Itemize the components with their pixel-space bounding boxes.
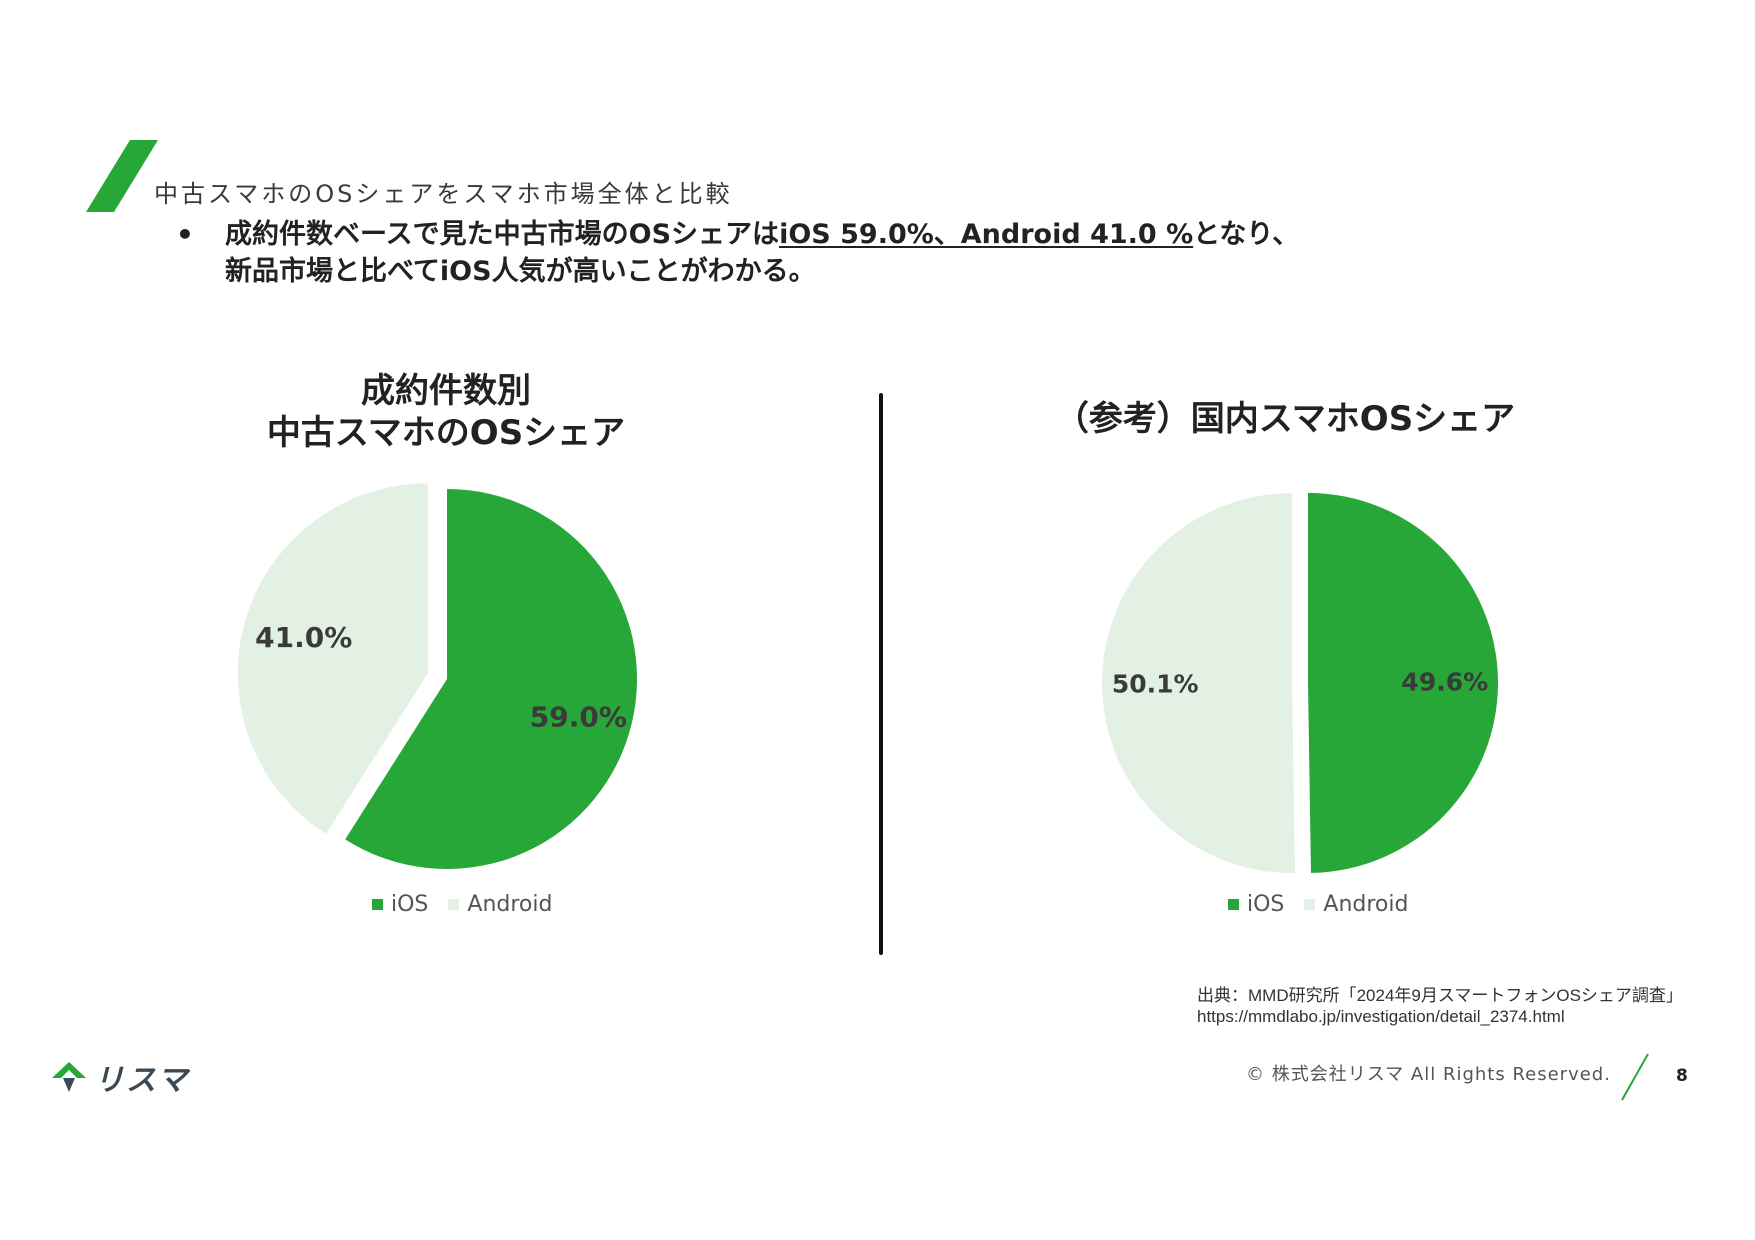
slide-heading: 中古スマホのOSシェアをスマホ市場全体と比較 [154,180,733,208]
summary-text: 成約件数ベースで見た中古市場のOSシェアはiOS 59.0%、Android 4… [225,216,1299,290]
summary-line-1: 成約件数ベースで見た中古市場のOSシェアはiOS 59.0%、Android 4… [225,216,1299,253]
source-url[interactable]: https://mmdlabo.jp/investigation/detail_… [1197,1007,1565,1026]
page-number-slash [1621,1053,1649,1101]
summary-line-1-end: となり、 [1193,219,1300,250]
pie-slice-android [1102,493,1295,874]
data-label-android: 50.1% [1112,670,1199,699]
bullet-marker: • [176,218,194,251]
left-chart-title-line-1: 成約件数別 [361,371,531,411]
left-pie-chart: 59.0% 41.0% [237,483,637,869]
legend-item-ios: iOS [372,892,428,917]
legend-swatch-ios [372,899,383,910]
legend-label-android: Android [1323,892,1409,917]
right-pie-chart: 49.6% 50.1% [1102,492,1498,874]
company-logo: リスマ [50,1055,189,1099]
pie-slice-ios [345,489,637,869]
legend-item-android: Android [1304,892,1408,917]
legend-swatch-android [1304,899,1316,910]
summary-line-1-start: 成約件数ベースで見た中古市場のOSシェアは [225,219,780,250]
right-chart-title: （参考）国内スマホOSシェア [1054,399,1516,439]
left-chart-title: 成約件数別 中古スマホのOSシェア [196,370,696,454]
legend-label-ios: iOS [391,892,429,917]
left-chart-legend: iOS Android [372,892,552,917]
chart-divider [879,393,883,955]
title-accent-slash [86,140,158,212]
logo-wordmark: リスマ [94,1063,190,1098]
copyright-text: © 株式会社リスマ All Rights Reserved. [1246,1064,1611,1085]
right-chart-legend: iOS Android [1228,892,1408,917]
source-line-1: 出典：MMD研究所「2024年9月スマートフォンOSシェア調査」 [1197,986,1683,1005]
summary-line-2: 新品市場と比べてiOS人気が高いことがわかる。 [225,256,816,287]
legend-swatch-android [448,899,460,910]
pie-slice-ios [1307,492,1498,873]
left-chart-title-line-2: 中古スマホのOSシェア [266,413,626,453]
page-number: 8 [1676,1066,1688,1086]
logo-mark-icon [52,1062,86,1092]
summary-highlight: iOS 59.0%、Android 41.0 % [779,219,1194,250]
legend-swatch-ios [1228,899,1239,910]
data-label-android: 41.0% [255,621,352,654]
legend-label-ios: iOS [1247,892,1285,917]
legend-label-android: Android [467,892,553,917]
legend-item-android: Android [448,892,552,917]
source-citation: 出典：MMD研究所「2024年9月スマートフォンOSシェア調査」 https:/… [1197,985,1683,1027]
data-label-ios: 59.0% [530,701,627,734]
legend-item-ios: iOS [1228,892,1284,917]
data-label-ios: 49.6% [1401,667,1488,696]
pie-slice-android [237,483,428,834]
